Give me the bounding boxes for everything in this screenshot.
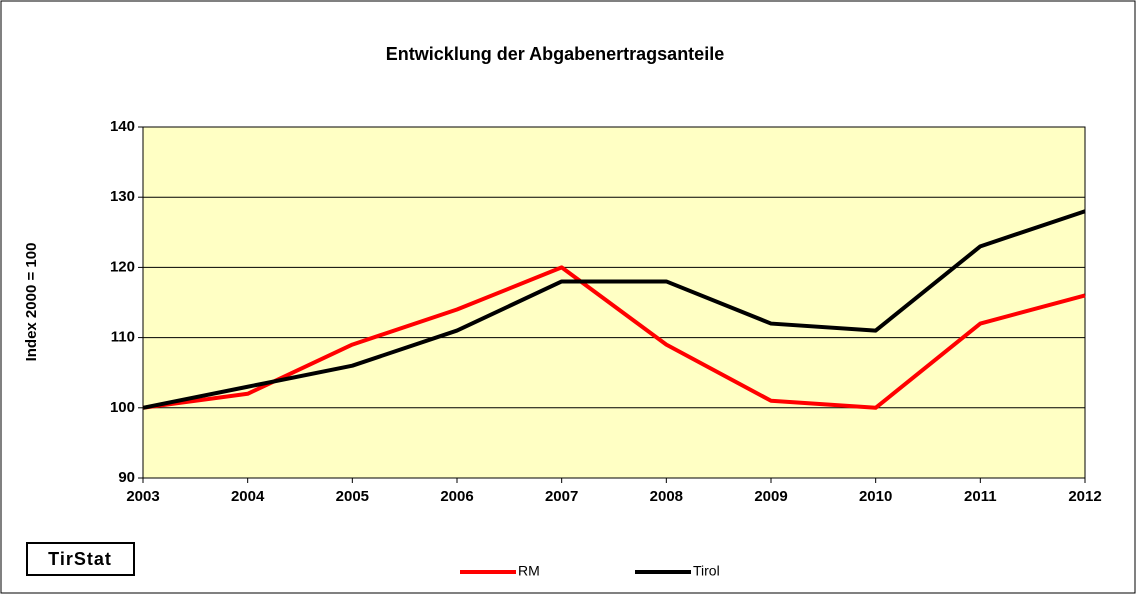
line-series bbox=[142, 265, 1086, 410]
x-tick-label: 2005 bbox=[336, 488, 369, 505]
x-tick-label: 2012 bbox=[1068, 488, 1101, 505]
y-tick-label: 100 bbox=[110, 399, 135, 416]
plot-area bbox=[142, 126, 1086, 479]
y-tick-label: 130 bbox=[110, 188, 135, 205]
legend-label: Tirol bbox=[693, 563, 720, 579]
x-tick-label: 2004 bbox=[231, 488, 265, 505]
y-tick-label: 90 bbox=[118, 469, 135, 486]
x-tick-label: 2003 bbox=[126, 488, 159, 505]
logo-box bbox=[26, 542, 135, 576]
x-tick-label: 2009 bbox=[754, 488, 787, 505]
y-tick-label: 140 bbox=[110, 118, 135, 135]
y-tick-label: 120 bbox=[110, 258, 135, 275]
line-series bbox=[142, 209, 1086, 410]
legend-label: RM bbox=[518, 563, 540, 579]
x-tick-label: 2007 bbox=[545, 488, 578, 505]
y-axis-label: Index 2000 = 100 bbox=[23, 243, 40, 362]
x-tick-label: 2010 bbox=[859, 488, 892, 505]
chart-title: Entwicklung der Abgabenertragsanteile bbox=[386, 44, 724, 64]
x-tick-label: 2006 bbox=[440, 488, 473, 505]
x-tick-label: 2011 bbox=[964, 488, 997, 505]
logo: TirStat bbox=[48, 549, 112, 569]
y-tick-label: 110 bbox=[111, 329, 135, 346]
x-tick-label: 2008 bbox=[650, 488, 683, 505]
